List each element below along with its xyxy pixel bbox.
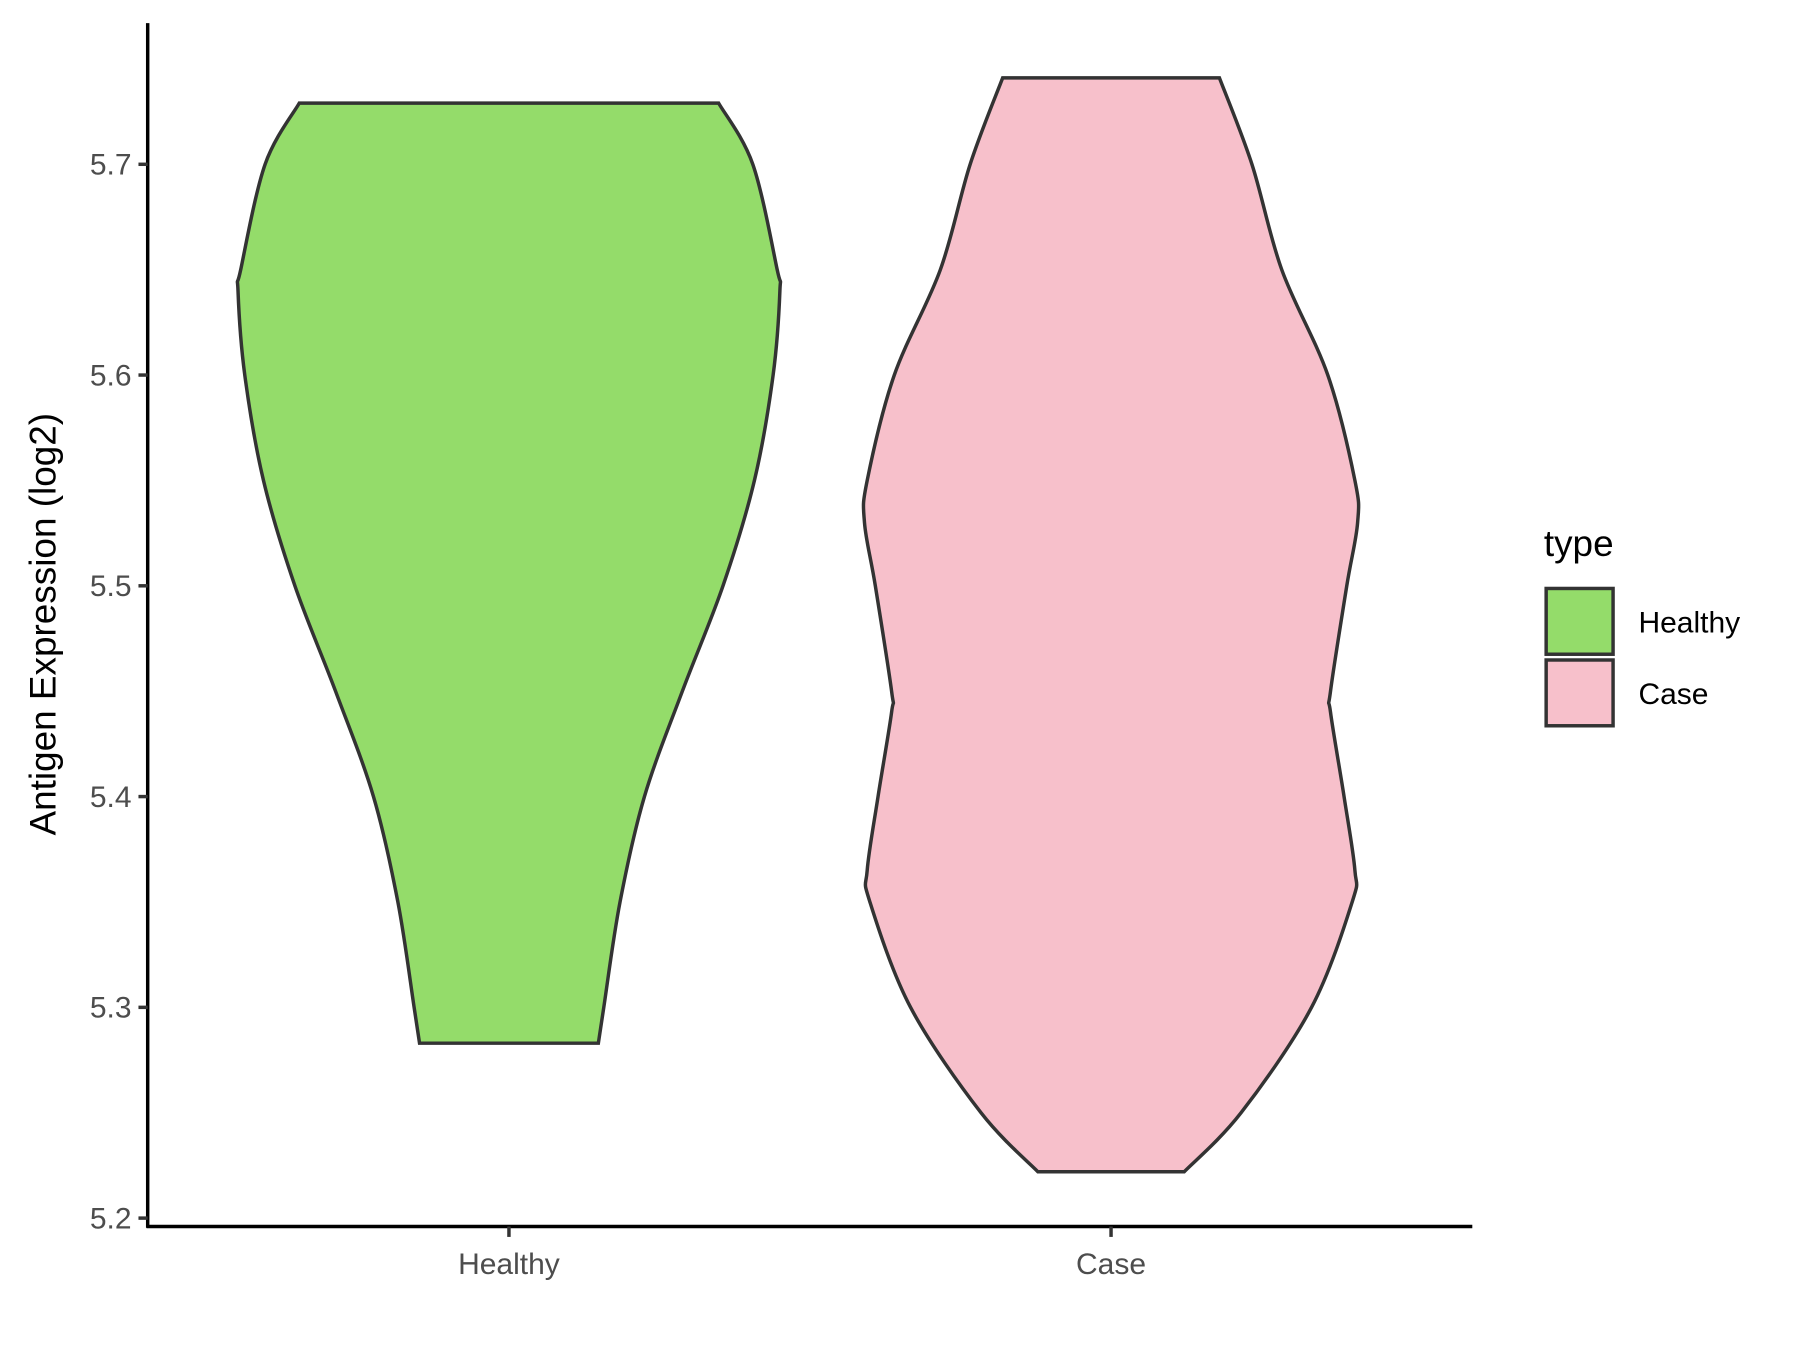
x-tick-label: Healthy [458,1248,560,1281]
y-axis-title: Antigen Expression (log2) [22,413,63,836]
y-tick-label: 5.7 [90,149,132,182]
legend-title: type [1544,523,1614,564]
y-tick-label: 5.6 [90,359,132,392]
legend-label: Case [1638,678,1708,711]
y-tick-label: 5.4 [90,781,132,814]
y-tick-label: 5.3 [90,992,132,1025]
x-tick-label: Case [1076,1248,1146,1281]
y-tick-label: 5.5 [90,570,132,603]
legend-key [1544,586,1615,656]
legend-label: Healthy [1638,606,1740,639]
violin [235,101,783,1045]
y-tick-label: 5.2 [90,1202,132,1235]
violin [861,76,1361,1174]
legend-key [1544,658,1615,728]
